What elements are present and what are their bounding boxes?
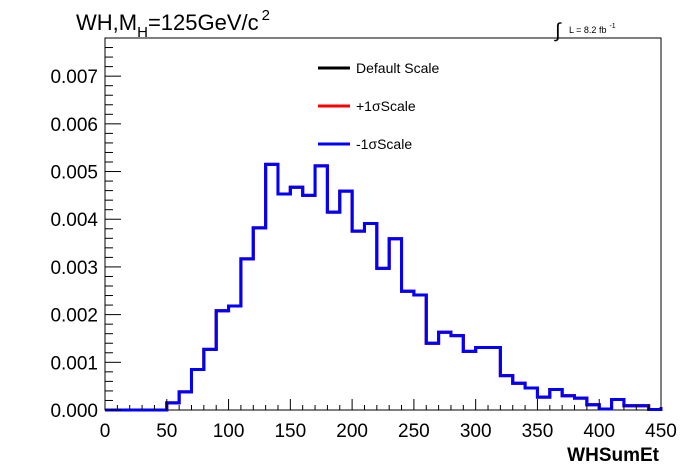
title-prefix: WH,M	[76, 10, 137, 35]
x-tick-label: 400	[583, 421, 615, 442]
chart-title: WH,MH=125GeV/c 2	[76, 7, 270, 41]
x-tick-label: 0	[100, 421, 111, 442]
y-tick-label: 0.007	[50, 67, 98, 88]
legend-label: -1σScale	[356, 136, 412, 152]
x-tick-label: 250	[398, 421, 430, 442]
x-tick-label: 350	[522, 421, 554, 442]
y-tick-label: 0.000	[50, 401, 98, 422]
axis-layer: 0 50 100 150 200 250 300 350 400 450 0.000 0.001 0.0…	[50, 37, 677, 442]
x-axis-label: WHSumEt	[567, 445, 660, 466]
title-superscript: 2	[262, 7, 270, 24]
series-line-2	[105, 162, 663, 412]
title-suffix: =125GeV/c	[148, 10, 259, 35]
x-tick-label: 100	[213, 421, 245, 442]
legend-label: Default Scale	[356, 60, 439, 76]
plot-frame	[104, 37, 662, 411]
series-line-1	[105, 162, 663, 412]
legend-label: +1σScale	[356, 98, 416, 114]
lumi-label: L = 8.2 fb -1	[569, 23, 616, 35]
y-tick-label: 0.002	[50, 306, 98, 327]
series-line-0	[105, 162, 663, 412]
lumi-text: L = 8.2 fb	[569, 25, 606, 35]
series-layer	[105, 162, 663, 412]
y-tick-label: 0.001	[50, 353, 98, 374]
legend: Default Scale +1σScale -1σScale	[318, 60, 439, 152]
x-tick-label: 200	[336, 421, 368, 442]
x-tick-label: 450	[645, 421, 677, 442]
y-tick-label: 0.006	[50, 115, 98, 136]
lumi-superscript: -1	[609, 23, 615, 30]
title-subscript: H	[137, 24, 148, 41]
lumi-integral-symbol: ∫	[554, 20, 562, 42]
y-tick-label: 0.003	[50, 258, 98, 279]
x-tick-label: 50	[156, 421, 177, 442]
y-tick-label: 0.004	[50, 210, 98, 231]
x-tick-label: 300	[460, 421, 492, 442]
x-tick-label: 150	[274, 421, 306, 442]
y-tick-label: 0.005	[50, 163, 98, 184]
